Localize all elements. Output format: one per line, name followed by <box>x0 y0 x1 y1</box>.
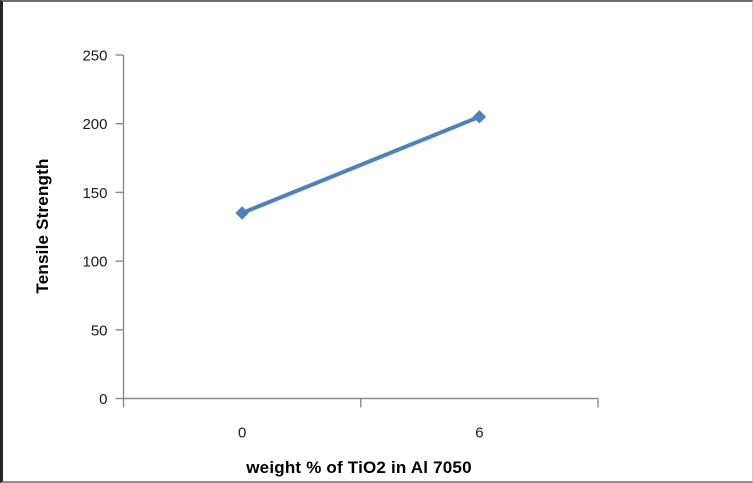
plot-area: 0 50 100 150 200 250 0 6 <box>82 48 599 442</box>
data-point-marker <box>472 110 487 124</box>
x-tick-label: 6 <box>475 425 483 442</box>
y-tick-label: 200 <box>82 116 107 133</box>
x-axis-title: weight % of TiO2 in Al 7050 <box>246 458 472 477</box>
x-tick-label: 0 <box>238 425 246 442</box>
y-tick-label: 150 <box>82 185 107 202</box>
series-line <box>241 114 481 215</box>
y-axis-title: Tensile Strength <box>33 158 52 294</box>
y-tick-label: 250 <box>82 48 107 65</box>
data-point-marker <box>235 206 249 220</box>
y-tick-label: 50 <box>91 322 108 339</box>
y-tick-label: 0 <box>99 391 107 408</box>
y-tick-label: 100 <box>82 254 107 271</box>
